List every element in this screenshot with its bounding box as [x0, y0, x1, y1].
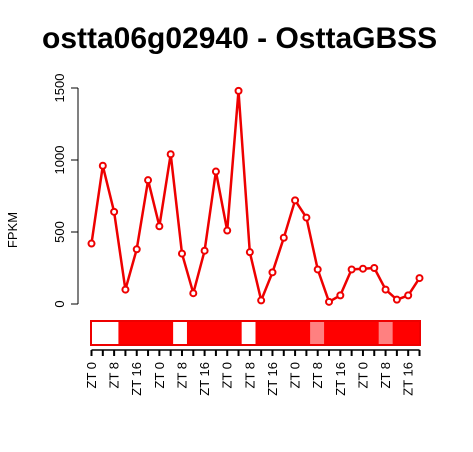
data-point [370, 264, 379, 272]
data-point [155, 222, 164, 231]
y-axis-label: FPKM [5, 212, 20, 248]
x-tick-label: ZT 0 [220, 362, 235, 389]
x-tick-label: ZT 8 [242, 362, 257, 389]
condition-segment [378, 321, 393, 345]
x-tick-label: ZT 16 [265, 362, 280, 396]
y-tick-label: 1500 [52, 74, 67, 103]
condition-segment [310, 321, 325, 345]
condition-segment [186, 321, 242, 345]
x-tick-label: ZT 16 [197, 362, 212, 396]
condition-segment [173, 321, 187, 345]
data-point [189, 289, 198, 298]
data-point [223, 226, 232, 235]
series-line [90, 89, 421, 304]
x-tick-label: ZT 0 [355, 362, 370, 389]
x-tick-label: ZT 8 [310, 362, 325, 389]
x-tick-label: ZT 8 [378, 362, 393, 389]
condition-segment [91, 321, 119, 345]
data-point [110, 207, 119, 216]
data-point [392, 295, 401, 304]
condition-segment [255, 321, 311, 345]
condition-segment [241, 321, 256, 345]
data-point [234, 86, 243, 95]
x-tick-label: ZT 8 [107, 362, 122, 389]
data-point [313, 265, 322, 274]
y-tick-label: 500 [52, 221, 67, 243]
x-tick-label: ZT 16 [333, 362, 348, 396]
y-tick-label: 1000 [52, 146, 67, 175]
data-point [279, 233, 288, 242]
data-point [257, 296, 266, 305]
data-point [291, 196, 300, 205]
data-point [347, 265, 356, 274]
x-axis: ZT 0 ZT 8 ZT 16 ZT 0 ZT 8 ZT 16 ZT 0 ZT 8 ZT 16 Z… [84, 349, 421, 396]
data-point [381, 285, 390, 294]
x-tick-label: ZT 0 [152, 362, 167, 389]
data-point [98, 161, 107, 170]
condition-segment [324, 321, 379, 345]
data-point [200, 246, 209, 255]
y-axis: 0 500 1000 1500 [52, 74, 79, 308]
data-point [358, 264, 367, 273]
x-tick-label: ZT 8 [174, 362, 189, 389]
data-point [325, 297, 334, 306]
x-tick-label: ZT 0 [84, 362, 99, 389]
data-point [415, 274, 424, 283]
data-point [302, 213, 311, 222]
x-tick-label: ZT 16 [129, 362, 144, 396]
condition-bar [90, 320, 421, 346]
data-point [336, 291, 345, 300]
y-tick-label: 0 [52, 300, 67, 307]
data-point [211, 167, 220, 176]
x-tick-label: ZT 16 [401, 362, 416, 396]
data-point [166, 150, 175, 159]
condition-segment [118, 321, 174, 345]
chart-title: ostta06g02940 - OsttaGBSS [42, 22, 438, 55]
condition-bar-border [90, 320, 421, 346]
data-point [87, 239, 96, 248]
data-point [404, 291, 413, 300]
data-point [144, 176, 153, 185]
data-point [177, 249, 186, 258]
condition-segment [392, 321, 420, 345]
data-point [245, 248, 254, 257]
series-layer [87, 86, 424, 306]
data-point [121, 285, 130, 294]
data-point [268, 268, 277, 277]
x-tick-label: ZT 0 [288, 362, 303, 389]
data-point [132, 245, 141, 254]
